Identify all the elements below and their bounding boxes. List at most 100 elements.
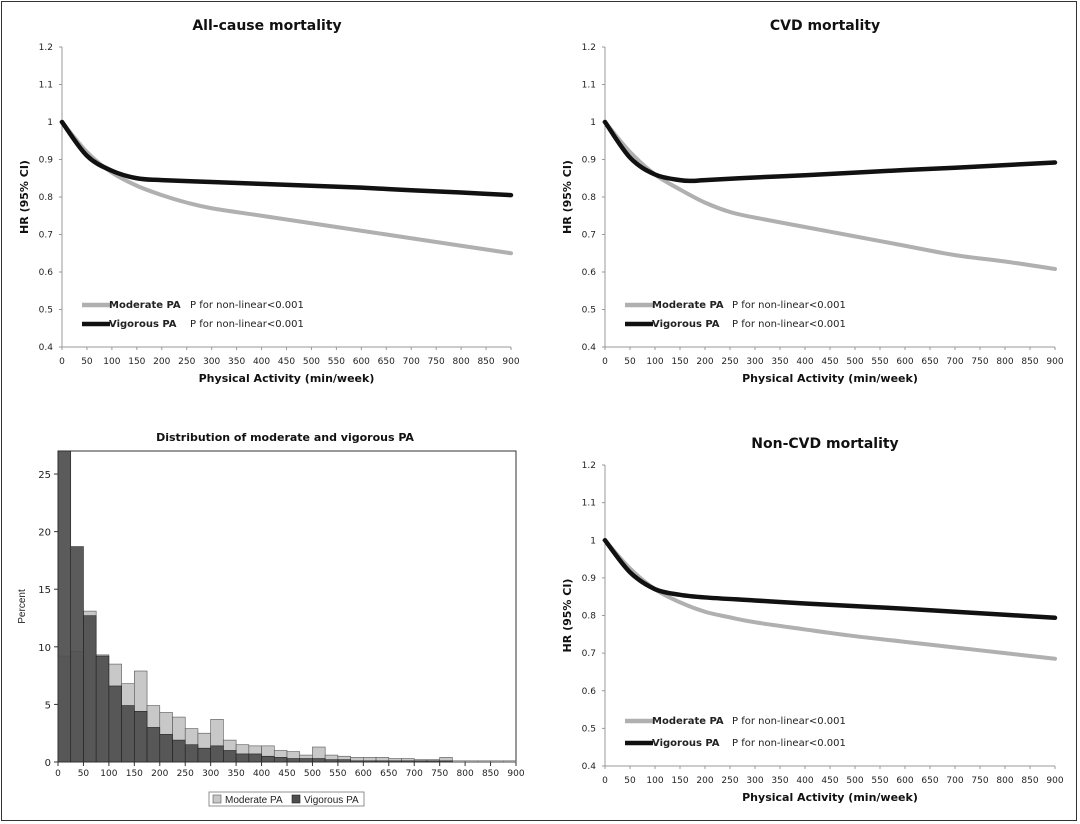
chart-title: Non-CVD mortality bbox=[751, 436, 898, 452]
x-tick-label: 300 bbox=[202, 769, 219, 779]
x-tick-label: 700 bbox=[406, 769, 423, 779]
x-tick-label: 150 bbox=[128, 357, 145, 367]
x-tick-label: 300 bbox=[746, 357, 763, 367]
bar-vigorous bbox=[273, 757, 288, 763]
x-tick-label: 250 bbox=[721, 776, 738, 786]
y-tick-label: 0.6 bbox=[582, 687, 597, 697]
x-tick-label: 350 bbox=[228, 357, 245, 367]
bar-vigorous bbox=[401, 760, 415, 763]
x-tick-label: 900 bbox=[507, 769, 524, 779]
bar-vigorous bbox=[363, 760, 377, 763]
bar-vigorous bbox=[312, 758, 326, 763]
y-tick-label: 0.4 bbox=[39, 343, 54, 353]
y-tick-label: 0.9 bbox=[582, 156, 597, 166]
bar-vigorous bbox=[172, 739, 186, 763]
bar-moderate bbox=[490, 760, 504, 763]
legend-pvalue: P for non-linear<0.001 bbox=[190, 319, 304, 330]
legend-swatch bbox=[212, 794, 222, 804]
bar-vigorous bbox=[83, 615, 97, 763]
x-tick-label: 900 bbox=[1046, 357, 1063, 367]
bar-vigorous bbox=[235, 753, 250, 763]
x-tick-label: 450 bbox=[278, 357, 295, 367]
bar-vigorous bbox=[299, 758, 313, 763]
x-tick-label: 50 bbox=[78, 769, 90, 779]
legend-label: Moderate PA bbox=[652, 716, 724, 727]
x-tick-label: 50 bbox=[624, 776, 636, 786]
y-tick-label: 0.7 bbox=[582, 231, 596, 241]
x-tick-label: 200 bbox=[696, 357, 713, 367]
x-tick-label: 400 bbox=[796, 776, 813, 786]
x-tick-label: 0 bbox=[55, 769, 61, 779]
x-tick-label: 450 bbox=[821, 776, 838, 786]
y-tick-label: 15 bbox=[38, 585, 51, 596]
y-tick-label: 0.9 bbox=[582, 574, 597, 584]
y-tick-label: 25 bbox=[38, 470, 51, 481]
x-tick-label: 350 bbox=[771, 776, 788, 786]
x-tick-label: 350 bbox=[228, 769, 245, 779]
chart-3: Non-CVD mortality 0.4 0.5 0.6 0.7 0.8 0.9 1 1.1 1… bbox=[561, 436, 1064, 804]
x-tick-label: 850 bbox=[482, 769, 499, 779]
y-tick-label: 1.1 bbox=[582, 499, 596, 509]
x-tick-label: 300 bbox=[746, 776, 763, 786]
x-tick-label: 450 bbox=[821, 357, 838, 367]
x-tick-label: 650 bbox=[921, 776, 938, 786]
y-tick-label: 1.1 bbox=[582, 81, 596, 91]
y-tick-label: 0.9 bbox=[39, 156, 54, 166]
x-tick-label: 450 bbox=[278, 769, 295, 779]
bar-vigorous bbox=[184, 744, 199, 763]
x-tick-label: 800 bbox=[453, 357, 470, 367]
x-axis-label: Physical Activity (min/week) bbox=[199, 372, 375, 385]
x-tick-label: 650 bbox=[380, 769, 397, 779]
bar-vigorous bbox=[57, 450, 72, 763]
x-tick-label: 700 bbox=[946, 357, 963, 367]
legend-label: Vigorous PA bbox=[652, 738, 720, 749]
legend-pvalue: P for non-linear<0.001 bbox=[732, 319, 846, 330]
bar-vigorous bbox=[248, 753, 262, 763]
y-tick-label: 1.2 bbox=[582, 461, 596, 471]
bar-moderate bbox=[452, 760, 466, 763]
x-tick-label: 700 bbox=[403, 357, 420, 367]
x-tick-label: 400 bbox=[253, 357, 270, 367]
bar-vigorous bbox=[134, 711, 148, 763]
x-tick-label: 800 bbox=[457, 769, 474, 779]
y-tick-label: 0.5 bbox=[39, 306, 53, 316]
y-tick-label: 10 bbox=[38, 643, 51, 654]
y-axis-label: HR (95% CI) bbox=[561, 579, 574, 653]
bar-vigorous bbox=[337, 759, 351, 763]
x-tick-label: 100 bbox=[646, 776, 663, 786]
x-tick-label: 650 bbox=[921, 357, 938, 367]
y-tick-label: 0 bbox=[45, 758, 51, 769]
legend-pvalue: P for non-linear<0.001 bbox=[732, 738, 846, 749]
bar-moderate bbox=[477, 760, 491, 763]
y-tick-label: 0.7 bbox=[582, 649, 596, 659]
y-axis-label: Percent bbox=[17, 589, 28, 624]
bar-vigorous bbox=[439, 760, 453, 763]
y-tick-label: 0.8 bbox=[39, 193, 54, 203]
x-tick-label: 300 bbox=[203, 357, 220, 367]
y-tick-label: 5 bbox=[45, 700, 51, 711]
bar-vigorous bbox=[350, 760, 364, 763]
y-axis-label: HR (95% CI) bbox=[561, 160, 574, 234]
y-tick-label: 1 bbox=[47, 118, 53, 128]
chart-2: Distribution of moderate and vigorous PA… bbox=[17, 431, 525, 807]
y-tick-label: 1 bbox=[590, 118, 596, 128]
x-tick-label: 500 bbox=[303, 357, 320, 367]
x-tick-label: 600 bbox=[896, 357, 913, 367]
x-tick-label: 200 bbox=[153, 357, 170, 367]
y-tick-label: 1 bbox=[590, 536, 596, 546]
x-tick-label: 100 bbox=[103, 357, 120, 367]
chart-0: All-cause mortality 0.4 0.5 0.6 0.7 0.8 0.9 1 1.… bbox=[18, 18, 520, 385]
x-tick-label: 400 bbox=[796, 357, 813, 367]
x-tick-label: 900 bbox=[502, 357, 519, 367]
y-tick-label: 0.6 bbox=[582, 268, 597, 278]
x-axis-label: Physical Activity (min/week) bbox=[742, 791, 918, 804]
bar-vigorous bbox=[146, 727, 161, 763]
legend-pvalue: P for non-linear<0.001 bbox=[190, 300, 304, 311]
bar-vigorous bbox=[70, 546, 84, 763]
y-tick-label: 0.5 bbox=[582, 306, 596, 316]
y-tick-label: 0.8 bbox=[582, 193, 597, 203]
x-tick-label: 150 bbox=[671, 357, 688, 367]
legend-box bbox=[208, 791, 365, 807]
